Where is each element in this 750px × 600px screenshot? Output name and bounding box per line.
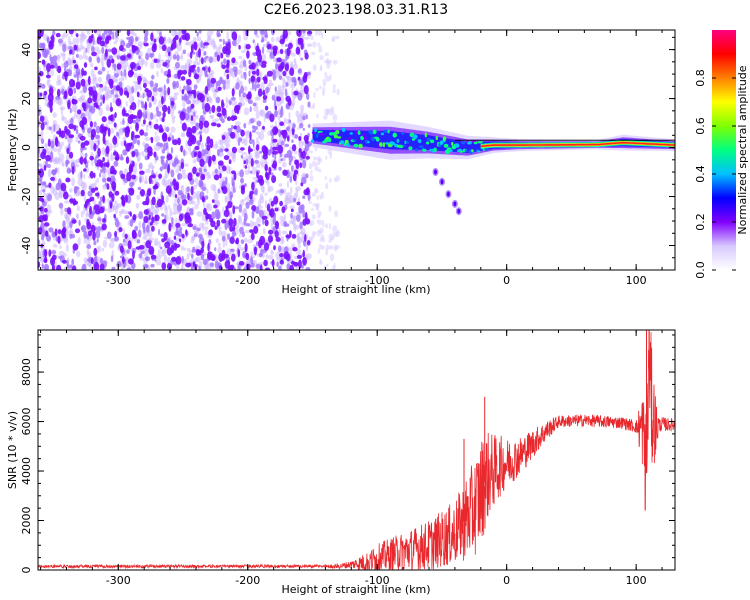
x-tick-label: -300: [106, 574, 131, 587]
y-tick-label: -20: [20, 188, 33, 206]
snr-spikes: [463, 330, 650, 522]
colorbar-tick-label: 0.4: [694, 165, 707, 183]
snr-x-ticks: -300 -200 -100 0 100: [40, 330, 663, 587]
colorbar-label: Normalized spectral amplitude: [736, 65, 749, 234]
noise-speckles: [38, 30, 341, 270]
colorbar-tick-label: 0.0: [694, 261, 707, 279]
snr-x-label: Height of straight line (km): [281, 583, 430, 596]
colorbar-tick-label: 0.8: [694, 69, 707, 87]
trail-feature: [432, 168, 462, 216]
spectrogram-x-ticks: -300 -200 -100 0 100: [40, 30, 663, 287]
figure-title: C2E6.2023.198.03.31.R13: [264, 2, 448, 18]
colorbar-ticks: 0.0 0.2 0.4 0.6 0.8: [694, 69, 736, 279]
x-tick-label: 100: [626, 574, 647, 587]
x-tick-label: -200: [235, 574, 260, 587]
y-tick-label: 40: [20, 43, 33, 57]
y-tick-label: 8000: [20, 358, 33, 386]
y-tick-label: 20: [20, 92, 33, 106]
y-tick-label: -40: [20, 237, 33, 255]
x-tick-label: 0: [503, 574, 510, 587]
spectrogram-y-label: Frequency (Hz): [6, 109, 19, 192]
y-tick-label: 0: [20, 144, 33, 151]
x-tick-label: -300: [106, 274, 131, 287]
y-tick-label: 6000: [20, 408, 33, 436]
snr-y-label: SNR (10 * v/v): [6, 411, 19, 489]
x-tick-label: -100: [365, 574, 390, 587]
x-tick-label: 0: [503, 274, 510, 287]
colorbar: 0.0 0.2 0.4 0.6 0.8 Normalized spectral ampl…: [694, 30, 749, 279]
spectrogram-frame: [37, 29, 676, 271]
snr-frame: [37, 329, 676, 571]
spectrogram-y-ticks: -40 -20 0 20 40: [20, 36, 675, 271]
snr-series-line: [38, 330, 675, 570]
colorbar-tick-label: 0.2: [694, 213, 707, 231]
colorbar-gradient: [712, 30, 736, 270]
y-tick-label: 4000: [20, 457, 33, 485]
x-tick-label: 100: [626, 274, 647, 287]
x-tick-label: -100: [365, 274, 390, 287]
signal-band: [310, 120, 675, 160]
snr-y-ticks: 0 2000 4000 6000 8000: [20, 334, 675, 574]
y-tick-label: 0: [20, 567, 33, 574]
colorbar-tick-label: 0.6: [694, 117, 707, 135]
x-tick-label: -200: [235, 274, 260, 287]
spectrogram-x-label: Height of straight line (km): [281, 283, 430, 296]
y-tick-label: 2000: [20, 507, 33, 535]
